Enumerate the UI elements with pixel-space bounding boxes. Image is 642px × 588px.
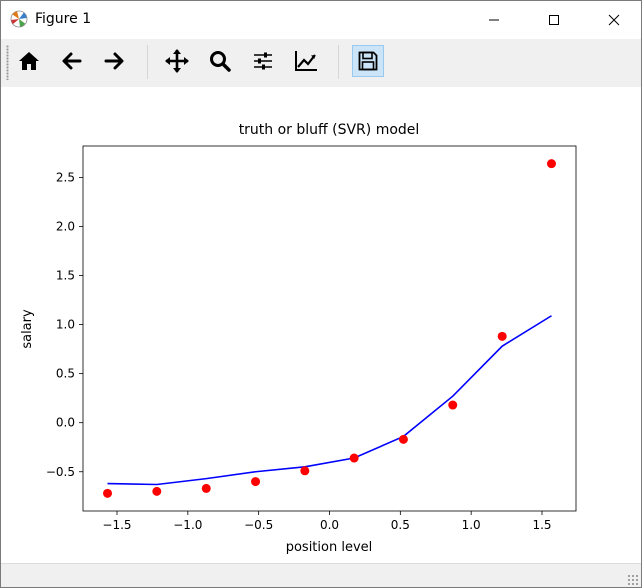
y-tick-label: 0.0 — [56, 416, 75, 430]
zoom-magnifier-icon — [210, 51, 231, 72]
y-tick-label: 1.0 — [56, 318, 75, 332]
x-tick-label: 0.5 — [391, 518, 410, 532]
pan-move-icon — [165, 49, 189, 73]
prediction-line — [107, 315, 552, 486]
y-tick-label: −0.5 — [46, 465, 75, 479]
back-arrow-icon — [62, 52, 82, 70]
axes-frame — [82, 145, 577, 512]
data-point — [349, 453, 359, 463]
data-point — [546, 159, 556, 169]
forward-button[interactable] — [98, 45, 130, 77]
resize-grip[interactable] — [627, 574, 639, 586]
save-button[interactable] — [352, 45, 384, 77]
figure-canvas[interactable]: −1.5 −1.0 −0.5 0.0 0.5 1.0 1.5 −0.5 0.0 0.5 1.0 1.5… — [1, 87, 641, 563]
subplots-sliders-icon — [254, 52, 272, 70]
x-axis-label: position level — [286, 540, 373, 555]
data-point — [152, 486, 162, 496]
x-tick-label: 1.0 — [462, 518, 481, 532]
chart-title: truth or bluff (SVR) model — [239, 122, 420, 138]
data-point — [448, 400, 458, 410]
toolbar-grip[interactable] — [6, 45, 9, 80]
save-floppy-icon — [358, 51, 378, 71]
navigation-toolbar — [1, 39, 641, 86]
customize-button[interactable] — [290, 45, 322, 77]
window-title: Figure 1 — [35, 11, 92, 27]
data-point — [251, 477, 261, 487]
close-icon — [608, 14, 620, 26]
x-tick-label: 1.5 — [532, 518, 551, 532]
back-button[interactable] — [56, 45, 88, 77]
data-point — [103, 488, 113, 498]
maximize-button[interactable] — [531, 1, 577, 39]
pan-button[interactable] — [161, 45, 193, 77]
x-tick-label: 0.0 — [320, 518, 339, 532]
status-bar — [1, 563, 641, 587]
x-tick-label: −0.5 — [244, 518, 273, 532]
home-button[interactable] — [13, 45, 45, 77]
zoom-button[interactable] — [204, 45, 236, 77]
forward-arrow-icon — [104, 52, 124, 70]
edit-axis-icon — [295, 51, 317, 71]
data-point — [497, 331, 507, 341]
minimize-icon — [489, 19, 499, 21]
y-axis-label: salary — [20, 309, 35, 349]
toolbar-separator — [338, 45, 339, 79]
toolbar-separator — [147, 45, 148, 79]
x-tick-label: −1.5 — [102, 518, 131, 532]
minimize-button[interactable] — [471, 1, 517, 39]
y-tick-label: 0.5 — [56, 367, 75, 381]
home-icon — [19, 52, 39, 70]
x-tick-label: −1.0 — [173, 518, 202, 532]
maximize-icon — [549, 15, 559, 25]
matplotlib-app-icon — [10, 10, 28, 28]
data-point — [398, 434, 408, 444]
y-tick-label: 2.5 — [56, 170, 75, 184]
y-tick-label: 2.0 — [56, 219, 75, 233]
data-point — [201, 483, 211, 493]
chart-svg[interactable]: −1.5 −1.0 −0.5 0.0 0.5 1.0 1.5 −0.5 0.0 0.5 1.0 1.5… — [1, 87, 641, 563]
close-button[interactable] — [591, 1, 637, 39]
subplots-button[interactable] — [247, 45, 279, 77]
data-point — [300, 466, 310, 476]
title-bar[interactable]: Figure 1 — [1, 1, 641, 39]
y-tick-label: 1.5 — [56, 269, 75, 283]
